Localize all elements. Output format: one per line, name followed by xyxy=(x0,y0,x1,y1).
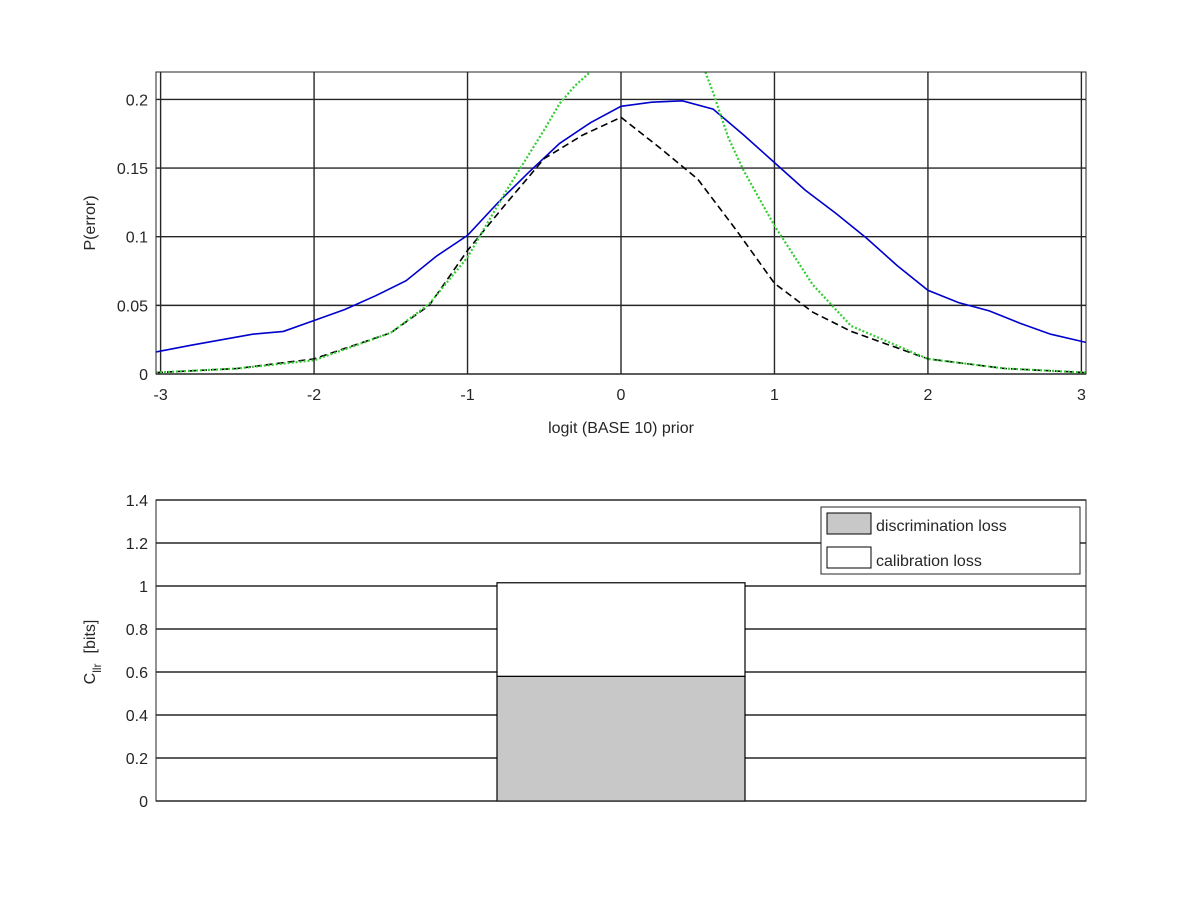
cllr-plot-bars xyxy=(496,582,746,802)
cllr-ylabel-sub: llr xyxy=(90,663,104,672)
y-tick-label: 1.4 xyxy=(126,493,148,510)
x-tick-label: -3 xyxy=(153,387,167,404)
y-tick-label: 0 xyxy=(139,794,148,811)
bar-segment-0 xyxy=(496,675,746,802)
series-line-2 xyxy=(156,72,592,374)
legend-swatch-calibration xyxy=(826,546,872,569)
cllr-plot-ylabel: Cllr [bits] xyxy=(82,620,104,685)
cllr-plot-ticks: 0 0.2 0.4 0.6 0.8 1 1.2 1.4 xyxy=(126,493,148,811)
y-tick-label: 0.1 xyxy=(126,230,148,247)
x-tick-label: 0 xyxy=(617,387,626,404)
cllr-ylabel-unit: [bits] xyxy=(82,620,99,654)
cllr-plot-border xyxy=(155,499,1087,802)
series-line-0 xyxy=(156,99,1086,353)
error-plot-ticks: -3 -2 -1 0 1 2 3 0 0.05 0.1 0.15 0.2 xyxy=(117,92,1086,404)
y-tick-label: 0.15 xyxy=(117,161,148,178)
error-plot-grid xyxy=(156,72,1086,375)
legend-swatch-discrimination xyxy=(826,512,872,535)
error-plot-series xyxy=(156,72,1086,374)
series-line-3 xyxy=(704,72,1086,374)
y-tick-label: 0 xyxy=(139,367,148,384)
x-tick-label: 1 xyxy=(770,387,779,404)
cllr-plot: 0 0.2 0.4 0.6 0.8 1 1.2 1.4 Cllr [bits] discrimi… xyxy=(82,493,1087,811)
bar-segment-1 xyxy=(496,582,746,677)
y-tick-label: 0.2 xyxy=(126,92,148,109)
legend-label-calibration: calibration loss xyxy=(876,553,982,570)
error-plot-xlabel: logit (BASE 10) prior xyxy=(548,420,695,437)
error-plot-border xyxy=(155,71,1087,375)
y-tick-label: 0.05 xyxy=(117,298,148,315)
y-tick-label: 1.2 xyxy=(126,536,148,553)
y-tick-label: 1 xyxy=(139,579,148,596)
error-plot: -3 -2 -1 0 1 2 3 0 0.05 0.1 0.15 0.2 logit (BASE 10… xyxy=(82,71,1087,437)
y-tick-label: 0.2 xyxy=(126,751,148,768)
cllr-ylabel-main: C xyxy=(82,673,99,685)
y-tick-label: 0.4 xyxy=(126,708,148,725)
x-tick-label: -2 xyxy=(307,387,321,404)
error-plot-ylabel: P(error) xyxy=(82,195,99,250)
y-tick-label: 0.6 xyxy=(126,665,148,682)
x-tick-label: 3 xyxy=(1077,387,1086,404)
legend: discrimination loss calibration loss xyxy=(820,506,1081,575)
x-tick-label: 2 xyxy=(923,387,932,404)
legend-label-discrimination: discrimination loss xyxy=(876,518,1007,535)
y-tick-label: 0.8 xyxy=(126,622,148,639)
x-tick-label: -1 xyxy=(460,387,474,404)
